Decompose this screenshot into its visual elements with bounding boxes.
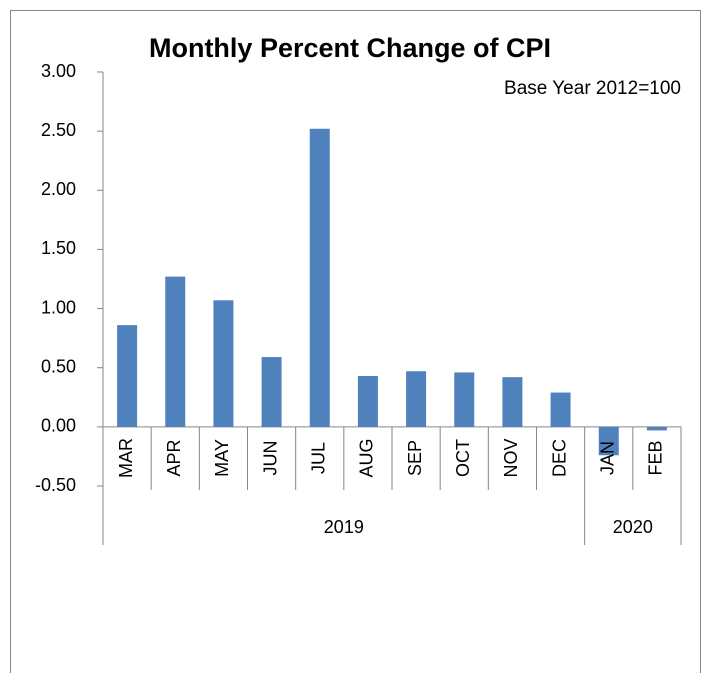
x-tick-label: AUG xyxy=(357,438,377,477)
x-tick-label: MAR xyxy=(116,438,136,478)
y-tick-label: 3.00 xyxy=(41,61,76,81)
bar xyxy=(117,325,138,427)
bar xyxy=(598,426,619,456)
y-tick-label: 1.50 xyxy=(41,238,76,258)
chart-border xyxy=(10,10,701,673)
chart-subtitle: Base Year 2012=100 xyxy=(504,78,681,99)
y-tick-label: 2.50 xyxy=(41,120,76,140)
bar xyxy=(406,371,427,427)
group-label: 2019 xyxy=(324,517,364,537)
x-tick-label: JUL xyxy=(309,442,329,474)
group-label: 2020 xyxy=(613,517,653,537)
bar xyxy=(646,426,667,431)
x-tick-label: JUN xyxy=(260,441,280,476)
y-tick-label: -0.50 xyxy=(35,475,76,495)
chart-title: Monthly Percent Change of CPI xyxy=(149,33,551,63)
bar xyxy=(213,300,234,427)
bar xyxy=(357,375,378,427)
bar xyxy=(502,377,523,427)
bar xyxy=(454,372,475,427)
bar xyxy=(550,392,571,427)
x-tick-label: SEP xyxy=(405,440,425,476)
y-tick-label: 2.00 xyxy=(41,179,76,199)
y-tick-label: 0.50 xyxy=(41,356,76,376)
x-tick-label: JAN xyxy=(598,441,618,475)
x-tick-label: FEB xyxy=(646,440,666,475)
x-tick-label: APR xyxy=(164,439,184,476)
bar xyxy=(165,276,186,427)
bar xyxy=(309,128,330,427)
x-tick-label: NOV xyxy=(501,438,521,477)
bar xyxy=(261,357,282,427)
y-tick-label: 1.00 xyxy=(41,297,76,317)
x-tick-label: OCT xyxy=(453,439,473,477)
x-tick-label: DEC xyxy=(549,439,569,477)
x-tick-label: MAY xyxy=(212,439,232,477)
y-tick-label: 0.00 xyxy=(41,416,76,436)
